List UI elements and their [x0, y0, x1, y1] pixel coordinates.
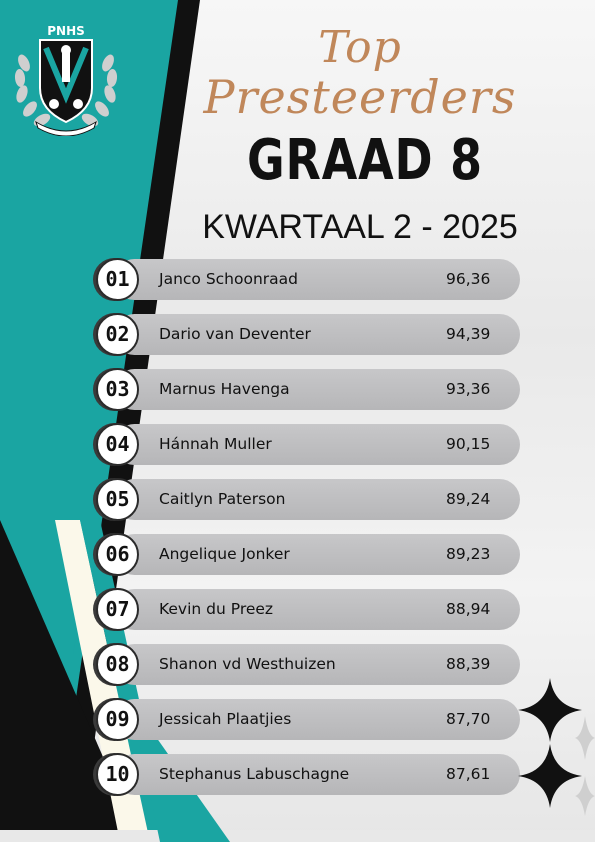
laurel-wreath-icon	[14, 54, 118, 127]
sparkle-decoration-icon	[518, 678, 595, 816]
bottom-fade	[0, 830, 595, 842]
title-presteerders: Presteerders	[203, 70, 517, 124]
rank-badge: 06	[96, 533, 139, 576]
ranking-row: 04 Hánnah Muller 90,15	[96, 423, 522, 466]
student-name: Caitlyn Paterson	[159, 490, 286, 508]
student-name: Jessicah Plaatjies	[159, 710, 292, 728]
ranking-row: 06 Angelique Jonker 89,23	[96, 533, 522, 576]
ranking-row: 10 Stephanus Labuschagne 87,61	[96, 753, 522, 796]
student-score: 90,15	[446, 435, 491, 453]
student-name: Janco Schoonraad	[159, 270, 299, 288]
rank-badge: 10	[96, 753, 139, 796]
student-name: Marnus Havenga	[159, 380, 290, 398]
rank-badge: 04	[96, 423, 139, 466]
student-score: 87,61	[446, 765, 491, 783]
ranking-row: 02 Dario van Deventer 94,39	[96, 313, 522, 356]
rank-badge: 01	[96, 258, 139, 301]
title-top: Top	[318, 22, 402, 73]
rank-badge: 08	[96, 643, 139, 686]
rank-badge: 07	[96, 588, 139, 631]
student-name: Shanon vd Westhuizen	[159, 655, 336, 673]
rank-badge: 02	[96, 313, 139, 356]
term-heading: KWARTAAL 2 - 2025	[202, 208, 518, 246]
student-score: 94,39	[446, 325, 491, 343]
rank-badge: 05	[96, 478, 139, 521]
student-score: 88,94	[446, 600, 491, 618]
grade-heading: GRAAD 8	[247, 128, 483, 193]
student-score: 96,36	[446, 270, 491, 288]
student-name: Dario van Deventer	[159, 325, 311, 343]
student-score: 89,23	[446, 545, 491, 563]
student-name: Kevin du Preez	[159, 600, 274, 618]
crest-label: PNHS	[47, 24, 85, 38]
ranking-row: 01 Janco Schoonraad 96,36	[96, 258, 522, 301]
rank-badge: 09	[96, 698, 139, 741]
school-crest-icon: PNHS	[14, 24, 118, 136]
ranking-row: 08 Shanon vd Westhuizen 88,39	[96, 643, 522, 686]
ranking-list: 01 Janco Schoonraad 96,36 02 Dario van Deve…	[96, 258, 522, 808]
ranking-row: 03 Marnus Havenga 93,36	[96, 368, 522, 411]
student-score: 93,36	[446, 380, 491, 398]
ranking-row: 05 Caitlyn Paterson 89,24	[96, 478, 522, 521]
ranking-row: 09 Jessicah Plaatjies 87,70	[96, 698, 522, 741]
ranking-row: 07 Kevin du Preez 88,94	[96, 588, 522, 631]
student-name: Angelique Jonker	[159, 545, 290, 563]
student-score: 87,70	[446, 710, 491, 728]
student-score: 88,39	[446, 655, 491, 673]
student-name: Hánnah Muller	[159, 435, 272, 453]
student-name: Stephanus Labuschagne	[159, 765, 350, 783]
student-score: 89,24	[446, 490, 491, 508]
rank-badge: 03	[96, 368, 139, 411]
